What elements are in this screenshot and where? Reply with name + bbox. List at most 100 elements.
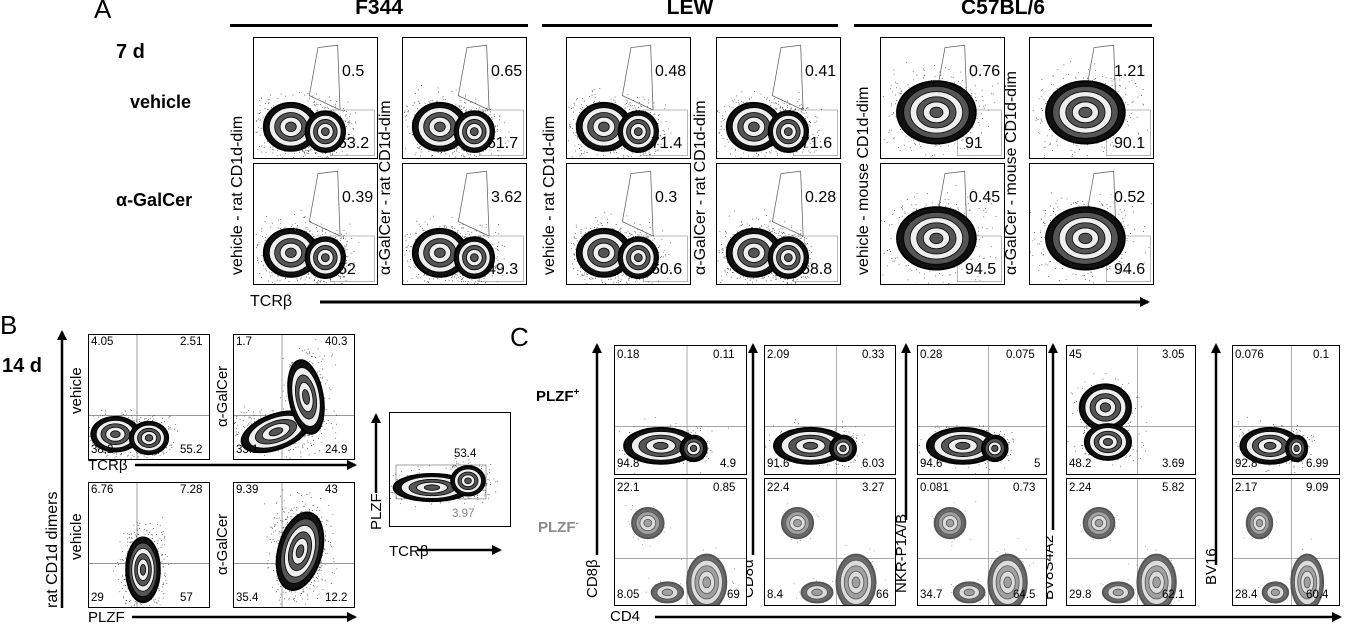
- panel-c-q-topright: 9.09: [1306, 482, 1328, 494]
- panel-c-q-bottomleft: 28.4: [1235, 589, 1257, 601]
- panel-b-side-lo: 3.97: [452, 508, 474, 520]
- panel-b-q-topright: 2.51: [180, 336, 202, 348]
- panel-c-plot: [917, 478, 1047, 606]
- panel-b-side-xlabel: TCRβ: [389, 543, 428, 560]
- panel-b-q-topright: 7.28: [180, 484, 202, 496]
- panel-a-main-value: 58.8: [801, 261, 832, 279]
- panel-c-q-bottomleft: 94.8: [617, 458, 639, 470]
- panel-c-q-bottomleft: 48.2: [1069, 458, 1091, 470]
- panel-c-q-topright: 0.33: [862, 349, 884, 361]
- panel-c-plot: [764, 345, 896, 475]
- panel-b-q-bottomleft: 35.4: [236, 592, 258, 604]
- panel-b-ylabel: rat CD1d dimers: [44, 492, 62, 608]
- panel-a-main-value: 52: [338, 261, 356, 279]
- plzf-positive-label: PLZF+: [536, 387, 579, 405]
- panel-b-q-bottomright: 24.9: [325, 444, 347, 456]
- panel-a-main-value: 60.6: [651, 261, 682, 279]
- panel-c-q-bottomleft: 8.05: [617, 589, 639, 601]
- panel-b-letter: B: [0, 310, 17, 341]
- panel-a-ylabel-4: α-GalCer - rat CD1d-dim: [692, 100, 710, 275]
- panel-b-q-topleft: 9.39: [236, 484, 258, 496]
- panel-a-ylabel-3: vehicle - rat CD1d-dim: [541, 116, 559, 275]
- panel-a-contour: [881, 38, 1004, 158]
- panel-c-q-bottomright: 6.99: [1306, 458, 1328, 470]
- panel-a-gate-value: 0.5: [342, 63, 364, 81]
- strain-line-lew: [542, 24, 838, 27]
- panel-c-q-bottomleft: 34.7: [920, 589, 942, 601]
- panel-a-letter: A: [94, 0, 111, 25]
- panel-c-plot: [1232, 478, 1340, 606]
- panel-c-q-topleft: 0.076: [1235, 349, 1264, 361]
- panel-b-row-agalcer-top: α-GalCer: [214, 366, 231, 427]
- panel-a-gate-value: 0.52: [1114, 189, 1145, 207]
- panel-c-q-topleft: 0.28: [920, 349, 942, 361]
- plzf-negative-label: PLZF-: [538, 518, 579, 536]
- panel-c-xlabel: CD4: [610, 608, 640, 625]
- panel-c-q-topright: 0.1: [1313, 349, 1329, 361]
- strain-line-c57bl6: [854, 24, 1152, 27]
- panel-b-row-vehicle-bottom: vehicle: [68, 513, 85, 560]
- panel-c-q-bottomright: 6.03: [862, 458, 884, 470]
- strain-label-c57bl6: C57BL/6: [854, 0, 1152, 20]
- panel-a-gate-value: 0.45: [969, 189, 1000, 207]
- panel-b-row-vehicle-top: vehicle: [68, 367, 85, 414]
- panel-c-letter: C: [510, 322, 529, 353]
- panel-c-q-bottomleft: 29.8: [1069, 589, 1091, 601]
- panel-b-q-topright: 40.3: [325, 336, 347, 348]
- panel-c-ylabel: CD8β: [584, 559, 601, 598]
- panel-a-ylabel-2: α-GalCer - rat CD1d-dim: [377, 100, 395, 275]
- panel-a-row-agalcer: α-GalCer: [116, 190, 192, 211]
- panel-b-bottom-xlabel: PLZF: [88, 609, 125, 626]
- panel-a-xlabel: TCRβ: [250, 293, 292, 311]
- panel-b-q-bottomleft: 38.2: [91, 444, 113, 456]
- panel-c-q-topright: 0.075: [1006, 349, 1035, 361]
- panel-c-q-bottomleft: 94.6: [920, 458, 942, 470]
- panel-c-ylabel: BV16: [1203, 548, 1220, 585]
- panel-a-gate-value: 0.39: [342, 189, 373, 207]
- panel-b-plot: [88, 482, 210, 608]
- panel-a-gate-value: 0.41: [805, 63, 836, 81]
- panel-a-gate-value: 0.48: [655, 63, 686, 81]
- panel-c-q-topleft: 2.24: [1069, 482, 1091, 494]
- panel-b-side-plot: [389, 412, 511, 527]
- panel-b-time-label: 14 d: [2, 355, 42, 378]
- panel-c-q-topleft: 22.1: [617, 482, 639, 494]
- panel-a-main-value: 61.7: [487, 135, 518, 153]
- panel-a-main-value: 94.6: [1114, 261, 1145, 279]
- panel-c-q-bottomleft: 91.6: [767, 458, 789, 470]
- panel-a-gate-value: 0.3: [655, 189, 677, 207]
- panel-a-main-value: 63.2: [338, 135, 369, 153]
- panel-c-q-bottomright: 69: [727, 589, 740, 601]
- panel-b-side-hi: 53.4: [454, 448, 476, 460]
- panel-a-ylabel-6: α-GalCer - mouse CD1d-dim: [1003, 71, 1021, 275]
- panel-c-plot: [1066, 478, 1196, 606]
- panel-b-q-bottomright: 55.2: [180, 444, 202, 456]
- panel-c-plot: [614, 345, 747, 475]
- panel-b-plot: [233, 334, 355, 460]
- panel-a-plot: [253, 163, 378, 285]
- panel-a-main-value: 71.4: [651, 135, 682, 153]
- panel-c-q-topright: 3.27: [862, 482, 884, 494]
- panel-b-q-topleft: 6.76: [91, 484, 113, 496]
- panel-a-contour: [254, 164, 377, 284]
- panel-c-q-bottomright: 62.1: [1162, 589, 1184, 601]
- panel-c-q-topleft: 45: [1069, 349, 1082, 361]
- panel-c-q-bottomright: 60.4: [1306, 589, 1328, 601]
- panel-b-q-topleft: 4.05: [91, 336, 113, 348]
- panel-c-q-bottomleft: 92.8: [1235, 458, 1257, 470]
- panel-b-row-agalcer-bottom: α-GalCer: [214, 514, 231, 575]
- panel-a-main-value: 94.5: [965, 261, 996, 279]
- panel-b-q-topright: 43: [325, 484, 338, 496]
- panel-a-main-value: 90.1: [1114, 135, 1145, 153]
- panel-b-q-bottomleft: 33.1: [236, 444, 258, 456]
- panel-c-q-topright: 3.05: [1162, 349, 1184, 361]
- panel-a-gate-value: 3.62: [491, 189, 522, 207]
- panel-b-q-bottomleft: 29: [91, 592, 104, 604]
- panel-c-plot: [1232, 345, 1340, 475]
- strain-line-f344: [230, 24, 528, 27]
- panel-a-gate-value: 0.65: [491, 63, 522, 81]
- panel-a-ylabel-5: vehicle - mouse CD1d-dim: [855, 86, 873, 275]
- panel-c-q-topright: 0.73: [1013, 482, 1035, 494]
- panel-c-q-bottomright: 64.5: [1013, 589, 1035, 601]
- panel-c-plot: [764, 478, 896, 606]
